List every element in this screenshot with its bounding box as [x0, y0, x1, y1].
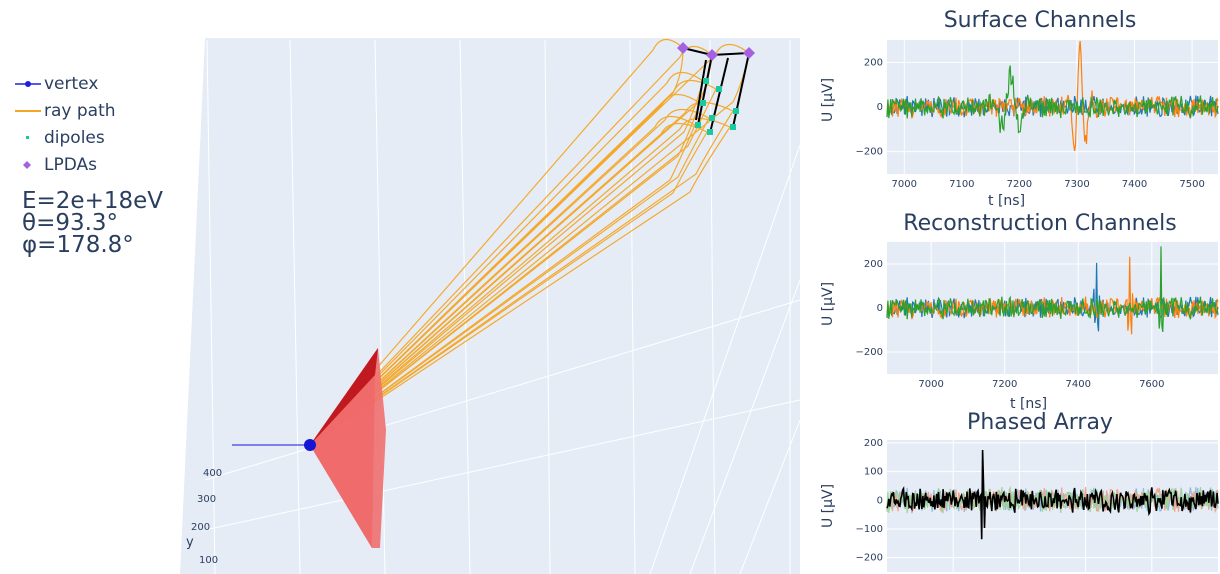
ray-path-line: [309, 110, 734, 446]
legend-label: dipoles: [44, 127, 105, 148]
theta-text: θ=93.3°: [22, 210, 119, 236]
surface-ylabel: U [μV]: [820, 77, 837, 123]
ray-path-line: [309, 131, 708, 446]
legend-label: ray path: [44, 100, 116, 121]
reco-ylabel: U [μV]: [820, 281, 837, 327]
legend: vertex ray path dipoles LPDAs: [14, 70, 116, 178]
x-tick-label: 7000: [918, 379, 943, 388]
legend-item-dipoles[interactable]: dipoles: [14, 124, 116, 151]
ray-path-line: [309, 126, 731, 446]
legend-item-vertex[interactable]: vertex: [14, 70, 116, 97]
lpda-markers[interactable]: [677, 42, 755, 61]
reco-xlabel: t [ns]: [1010, 396, 1048, 412]
ray-path-line: [309, 38, 684, 446]
phased-title: Phased Array: [967, 410, 1113, 435]
trace-line-channel-1: [886, 256, 1219, 335]
ray-path-line: [309, 45, 713, 446]
legend-item-lpdas[interactable]: LPDAs: [14, 151, 116, 178]
emission-cone: [310, 348, 386, 548]
phased-ylabel: U [μV]: [820, 483, 837, 529]
trace-line-channel-2: [886, 65, 1219, 134]
ray-path-line: [309, 117, 710, 446]
y-tick-label: 200: [864, 57, 883, 68]
dipole-markers[interactable]: [695, 78, 739, 135]
reconstruction-channels-plot[interactable]: −200 0 200 7000 7200 7400 7600: [845, 238, 1220, 388]
ray-path-line: [309, 93, 701, 446]
lpda-legend-icon: [14, 157, 42, 173]
ray-path-line: [309, 124, 696, 446]
legend-label: LPDAs: [44, 154, 98, 175]
y-tick-label: −200: [856, 553, 883, 564]
y-tick-label: 200: [864, 438, 883, 449]
legend-item-ray-path[interactable]: ray path: [14, 97, 116, 124]
y-tick-label: −200: [856, 147, 883, 158]
x-tick-label: 7400: [1066, 379, 1091, 388]
x-tick-label: 7200: [1007, 179, 1032, 188]
y-tick: 300: [197, 494, 216, 505]
ray-path-line: [309, 108, 710, 446]
y-axis-ticks: 400 300 200 100 y: [186, 468, 222, 566]
phased-array-plot[interactable]: −200 −100 0 100 200: [845, 436, 1220, 574]
y-tick-label: 200: [864, 259, 883, 270]
ray-path-line: [309, 117, 731, 446]
ray-path-line: [309, 115, 696, 446]
y-tick-label: −200: [856, 347, 883, 358]
surface-title: Surface Channels: [943, 8, 1137, 33]
surface-channels-plot[interactable]: −200 0 200 7000 7100 7200 7300 7400 7500: [845, 36, 1220, 188]
event-3d-view[interactable]: 400 300 200 100 y: [0, 0, 810, 574]
y-tick: 100: [199, 555, 218, 566]
dipole-legend-icon: [14, 130, 42, 146]
legend-label: vertex: [44, 73, 99, 94]
y-tick-label: 0: [877, 495, 883, 506]
y-tick-label: 0: [877, 102, 883, 113]
reco-title: Reconstruction Channels: [903, 211, 1177, 236]
x-tick-label: 7200: [992, 379, 1017, 388]
x-tick-label: 7600: [1139, 379, 1164, 388]
event-info: E=2e+18eV θ=93.3° φ=178.8°: [22, 188, 164, 258]
y-tick-label: 0: [877, 303, 883, 314]
phi-text: φ=178.8°: [22, 232, 134, 258]
x-tick-label: 7400: [1122, 179, 1147, 188]
y-tick-label: −100: [856, 524, 883, 535]
y-axis-label: y: [186, 535, 194, 550]
scene-grid: [204, 39, 801, 574]
x-tick-label: 7100: [949, 179, 974, 188]
vertex-legend-icon: [14, 76, 42, 92]
ray-path-line: [309, 71, 704, 446]
x-tick-label: 7000: [892, 179, 917, 188]
x-tick-label: 7500: [1179, 179, 1204, 188]
y-tick: 400: [203, 468, 222, 479]
vertex-marker[interactable]: [304, 439, 316, 451]
energy-text: E=2e+18eV: [22, 188, 164, 214]
surface-xlabel: t [ns]: [988, 193, 1026, 209]
trace-line-channel-3: [886, 449, 1219, 540]
y-tick: 200: [191, 522, 210, 533]
trace-line-channel-2: [886, 246, 1219, 333]
ray-legend-icon: [14, 103, 42, 119]
trace-line-channel-1: [886, 41, 1219, 152]
y-tick-label: 100: [864, 467, 883, 478]
scene-background: [180, 38, 800, 574]
ray-path-line: [309, 79, 717, 446]
x-tick-label: 7300: [1064, 179, 1089, 188]
